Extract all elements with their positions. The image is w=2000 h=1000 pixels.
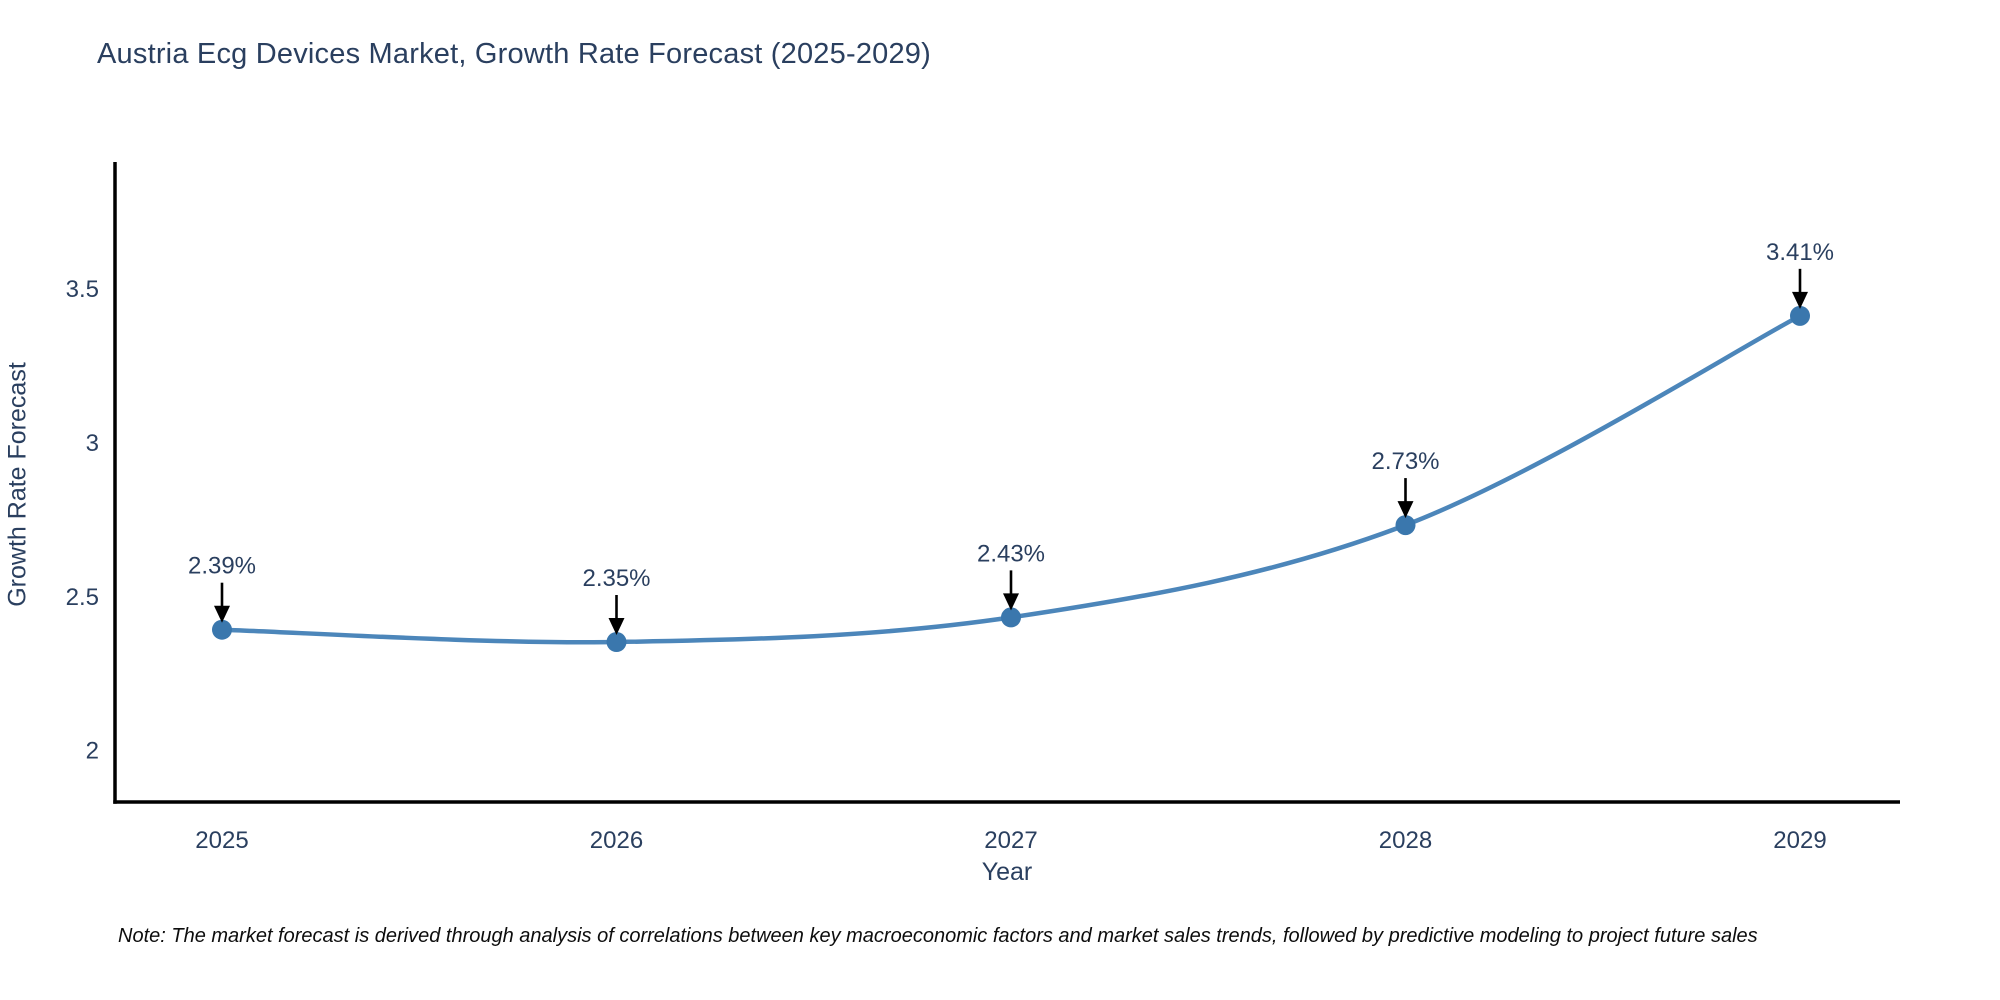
annotation-arrow-head [214,605,230,623]
data-point-marker [212,619,232,640]
x-tick-label: 2029 [1773,827,1826,854]
data-point-marker [1790,305,1810,326]
x-tick-label: 2025 [195,827,248,854]
data-point-marker [606,632,627,652]
chart-title: Austria Ecg Devices Market, Growth Rate … [97,38,931,70]
data-point-label: 2.73% [1371,448,1439,475]
data-point-marker [1001,607,1021,628]
y-tick-label: 3.5 [66,276,99,303]
x-tick-label: 2026 [590,827,643,854]
y-tick-label: 3 [86,430,99,457]
x-tick-label: 2027 [984,827,1037,854]
annotation-arrow-head [1003,593,1019,611]
annotation-arrow-head [1397,501,1414,519]
y-tick-label: 2.5 [66,584,99,611]
data-point-label: 2.35% [582,565,650,592]
annotation-arrow-head [1792,291,1808,309]
data-point-label: 2.43% [977,540,1045,567]
data-point-label: 3.41% [1766,239,1834,266]
x-axis-title: Year [981,858,1033,886]
x-tick-label: 2028 [1379,827,1432,854]
data-point-label: 2.39% [188,553,256,580]
footnote: Note: The market forecast is derived thr… [118,925,1758,947]
y-axis-title: Growth Rate Forecast [3,362,32,607]
y-tick-label: 2 [86,738,99,765]
data-point-marker [1395,515,1416,536]
annotation-arrow-head [608,618,625,635]
